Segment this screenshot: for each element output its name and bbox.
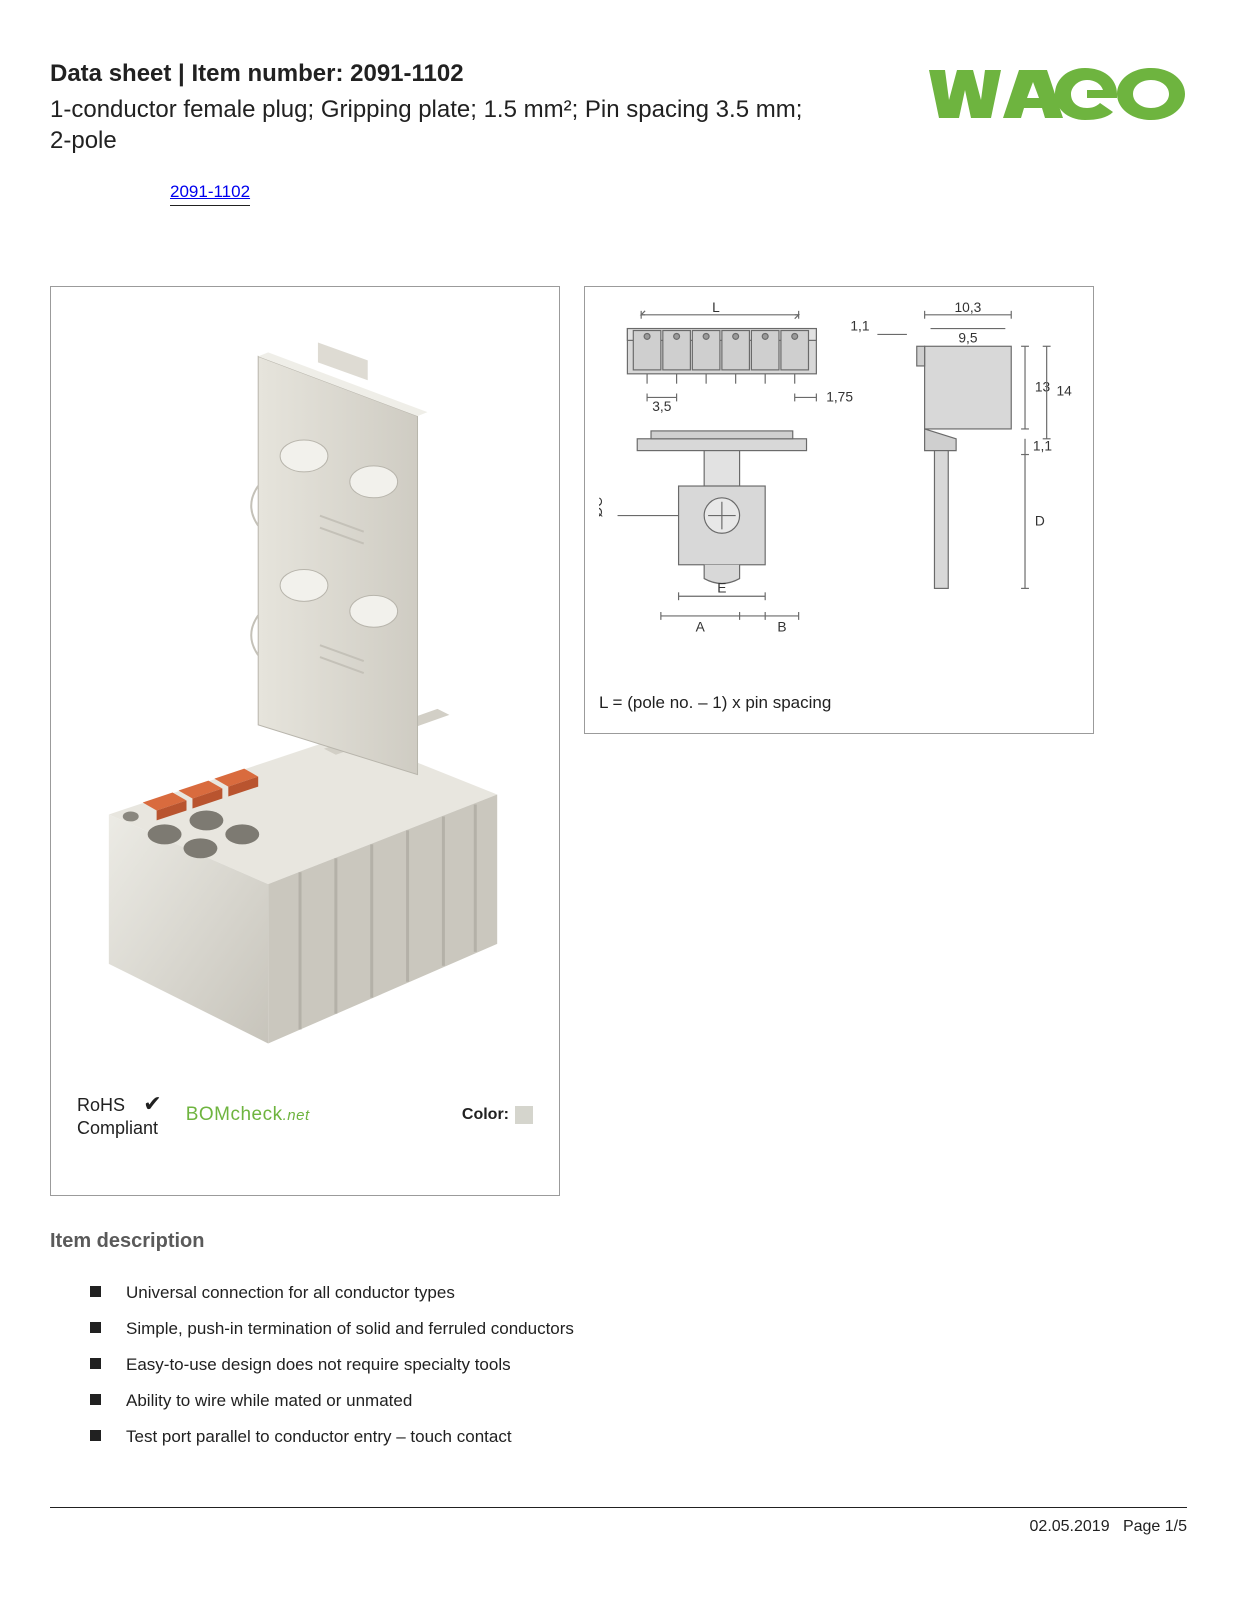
footer-date: 02.05.2019 xyxy=(1030,1518,1110,1535)
dim-topdepth: 1,1 xyxy=(850,319,869,334)
dim-diameter: ØC xyxy=(599,497,605,518)
dim-A: A xyxy=(696,620,706,635)
rohs-label: RoHS xyxy=(77,1095,125,1115)
dimension-formula: L = (pole no. – 1) x pin spacing xyxy=(599,693,1079,713)
color-swatch xyxy=(515,1106,533,1124)
technical-drawing: L xyxy=(599,301,1079,675)
dim-B: B xyxy=(777,620,786,635)
dim-w103: 10,3 xyxy=(955,301,982,315)
dim-13: 13 xyxy=(1035,380,1051,395)
description-list: Universal connection for all conductor t… xyxy=(50,1283,1187,1447)
list-item: Ability to wire while mated or unmated xyxy=(90,1391,1187,1411)
dim-D: D xyxy=(1035,514,1045,529)
rohs-compliant: Compliant xyxy=(77,1118,158,1138)
header: Data sheet | Item number: 2091-1102 1-co… xyxy=(50,60,1187,156)
title-item-number: 2091-1102 xyxy=(350,60,463,87)
bomcheck-suffix: .net xyxy=(283,1107,310,1124)
wago-logo xyxy=(927,60,1187,128)
color-label: Color: xyxy=(462,1106,509,1124)
list-item: Simple, push-in termination of solid and… xyxy=(90,1319,1187,1339)
list-item: Easy-to-use design does not require spec… xyxy=(90,1355,1187,1375)
product-render xyxy=(69,305,541,1065)
dim-pinspacing: 3,5 xyxy=(652,400,671,415)
section-heading-description: Item description xyxy=(50,1230,1187,1253)
page-footer: 02.05.2019 Page 1/5 xyxy=(50,1507,1187,1536)
title-label: Item number: xyxy=(191,60,343,87)
page-title: Data sheet | Item number: 2091-1102 xyxy=(50,60,927,88)
part-number-link[interactable]: 2091-1102 xyxy=(170,182,250,206)
check-icon: ✔ xyxy=(131,1091,162,1116)
title-sep: | xyxy=(171,60,191,87)
dim-shaft-top: 1,1 xyxy=(1033,439,1052,454)
bomcheck-text: BOMcheck xyxy=(186,1104,283,1125)
title-prefix: Data sheet xyxy=(50,60,171,87)
dim-L: L xyxy=(712,301,720,315)
compliance-row: RoHS ✔ Compliant BOMcheck.net Color: xyxy=(77,1091,533,1139)
dim-edge: 1,75 xyxy=(826,390,853,405)
technical-drawing-panel: L xyxy=(584,286,1094,734)
list-item: Test port parallel to conductor entry – … xyxy=(90,1427,1187,1447)
dim-w95: 9,5 xyxy=(958,331,977,346)
rohs-badge: RoHS ✔ Compliant xyxy=(77,1091,162,1139)
footer-page: Page 1/5 xyxy=(1123,1518,1187,1535)
subtitle: 1-conductor female plug; Gripping plate;… xyxy=(50,94,810,156)
list-item: Universal connection for all conductor t… xyxy=(90,1283,1187,1303)
product-image-panel: RoHS ✔ Compliant BOMcheck.net Color: xyxy=(50,286,560,1196)
dim-14: 14 xyxy=(1057,384,1073,399)
header-text: Data sheet | Item number: 2091-1102 1-co… xyxy=(50,60,927,156)
dim-E: E xyxy=(717,581,726,596)
panels-row: RoHS ✔ Compliant BOMcheck.net Color: xyxy=(50,286,1187,1196)
color-indicator: Color: xyxy=(462,1106,533,1124)
bomcheck-badge: BOMcheck.net xyxy=(186,1104,310,1126)
